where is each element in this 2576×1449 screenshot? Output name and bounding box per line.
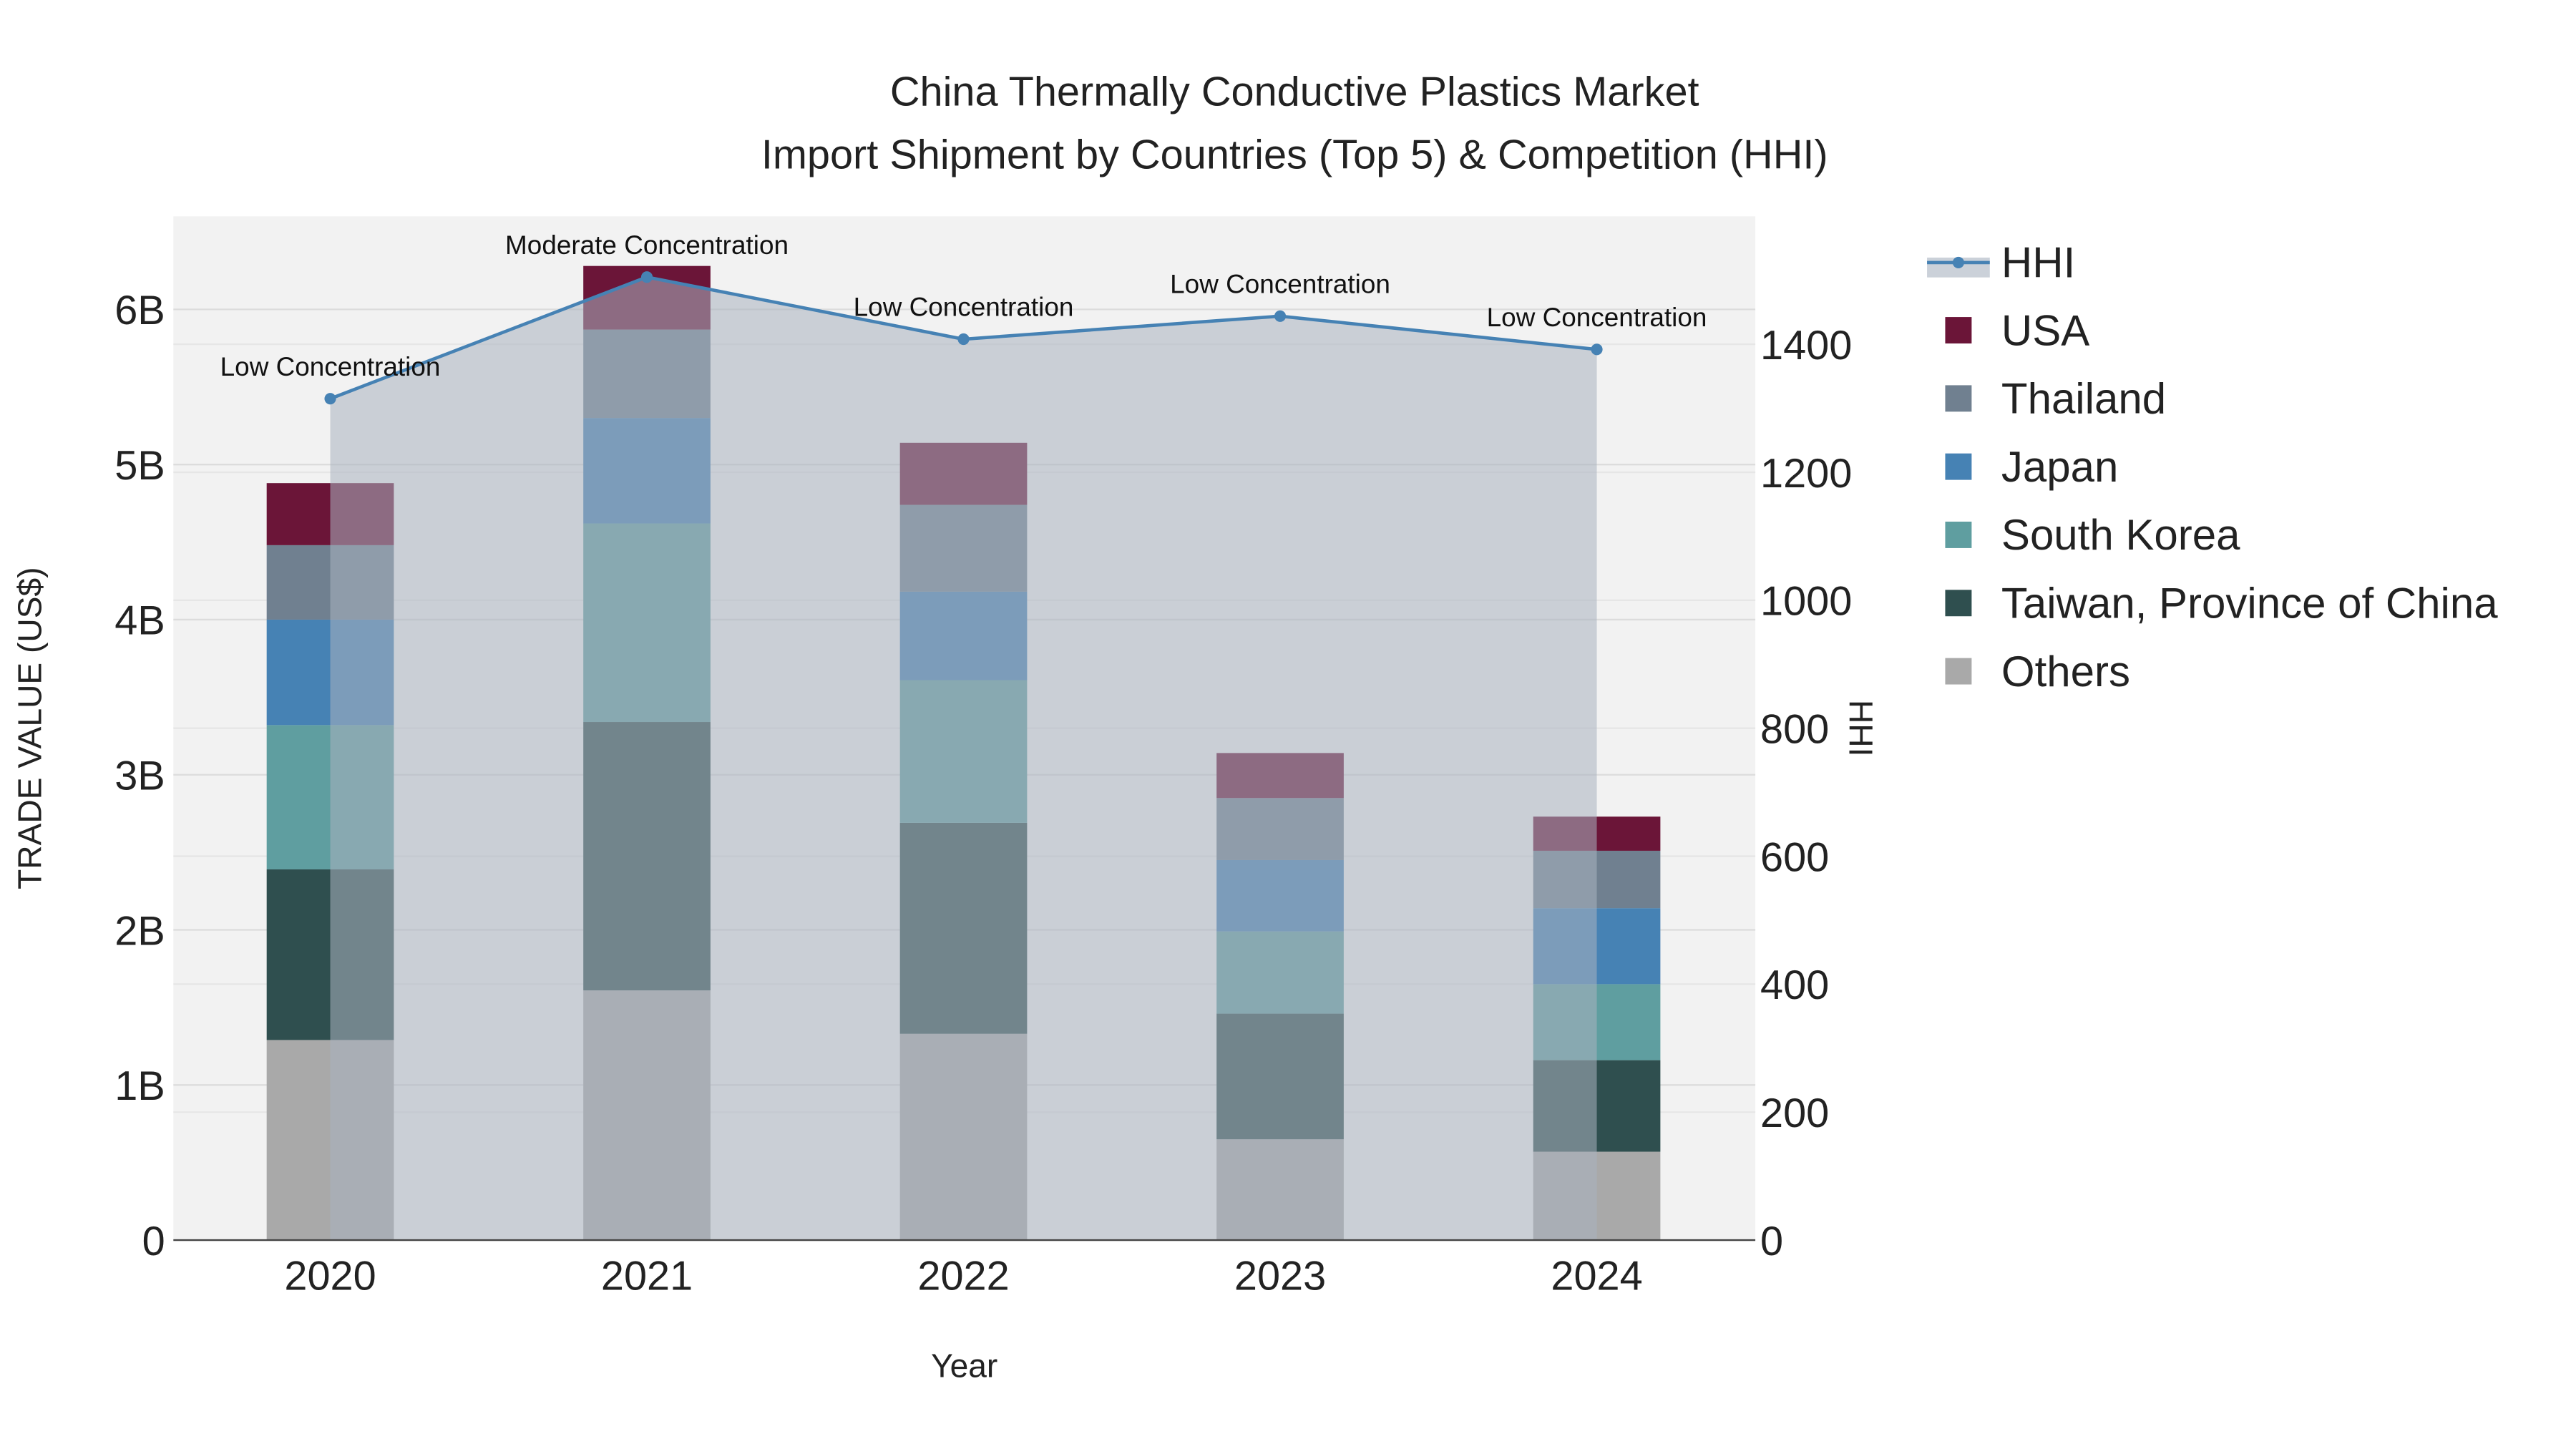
y2-tick-label: 400	[1760, 962, 1829, 1008]
legend-swatch-thailand	[1945, 385, 1972, 412]
y-tick-label: 2B	[114, 908, 165, 954]
x-axis-label: Year	[931, 1347, 997, 1385]
y2-tick-label: 1400	[1760, 323, 1852, 369]
hhi-area	[330, 277, 1597, 1241]
legend-swatch-taiwan-province-of-china	[1945, 590, 1972, 617]
hhi-annotation: Low Concentration	[1170, 270, 1390, 299]
legend-label: Thailand	[2001, 375, 2166, 423]
legend-label: South Korea	[2001, 511, 2240, 559]
x-tick-label: 2020	[284, 1253, 376, 1299]
legend-swatch-south-korea	[1945, 522, 1972, 548]
hhi-annotation: Low Concentration	[1487, 303, 1707, 332]
y2-tick-label: 0	[1760, 1219, 1783, 1264]
y2-tick-label: 800	[1760, 706, 1829, 752]
hhi-annotation: Moderate Concentration	[505, 230, 789, 260]
y2-tick-label: 1000	[1760, 579, 1852, 625]
chart-title-line1: China Thermally Conductive Plastics Mark…	[890, 69, 1699, 115]
legend-label: Taiwan, Province of China	[2001, 580, 2498, 628]
x-tick-label: 2022	[917, 1253, 1009, 1299]
hhi-point-2022	[957, 333, 970, 346]
y2-axis-label: HHI	[1843, 700, 1880, 756]
x-tick-label: 2024	[1551, 1253, 1642, 1299]
y-axis-label: TRADE VALUE (US$)	[11, 567, 49, 889]
hhi-point-2021	[640, 271, 653, 283]
hhi-point-2023	[1274, 310, 1287, 322]
x-tick-label: 2021	[601, 1253, 693, 1299]
hhi-annotation: Low Concentration	[220, 352, 441, 381]
legend: HHI USA Thailand Japan South Korea Taiwan, Pr…	[1927, 239, 2498, 696]
legend-label: Japan	[2001, 443, 2118, 491]
y-tick-label: 5B	[114, 443, 165, 489]
legend-hhi-swatch-marker	[1952, 256, 1964, 268]
legend-swatch-usa	[1945, 317, 1972, 343]
legend-label: USA	[2001, 306, 2089, 354]
legend-label: Others	[2001, 648, 2130, 696]
y-tick-label: 6B	[114, 288, 165, 333]
legend-swatch-japan	[1945, 453, 1972, 480]
y-tick-label: 0	[142, 1219, 165, 1264]
hhi-point-2024	[1591, 343, 1603, 356]
hhi-annotation: Low Concentration	[854, 293, 1074, 322]
y-tick-label: 4B	[114, 598, 165, 644]
hhi-point-2020	[324, 393, 336, 405]
legend-swatch-others	[1945, 658, 1972, 685]
y2-tick-label: 200	[1760, 1091, 1829, 1136]
y2-tick-label: 600	[1760, 834, 1829, 880]
legend-label-hhi: HHI	[2001, 239, 2075, 287]
y-tick-label: 1B	[114, 1063, 165, 1109]
x-tick-label: 2023	[1234, 1253, 1326, 1299]
chart-title-line2: Import Shipment by Countries (Top 5) & C…	[761, 132, 1828, 177]
y2-tick-label: 1200	[1760, 451, 1852, 497]
y-tick-label: 3B	[114, 753, 165, 799]
